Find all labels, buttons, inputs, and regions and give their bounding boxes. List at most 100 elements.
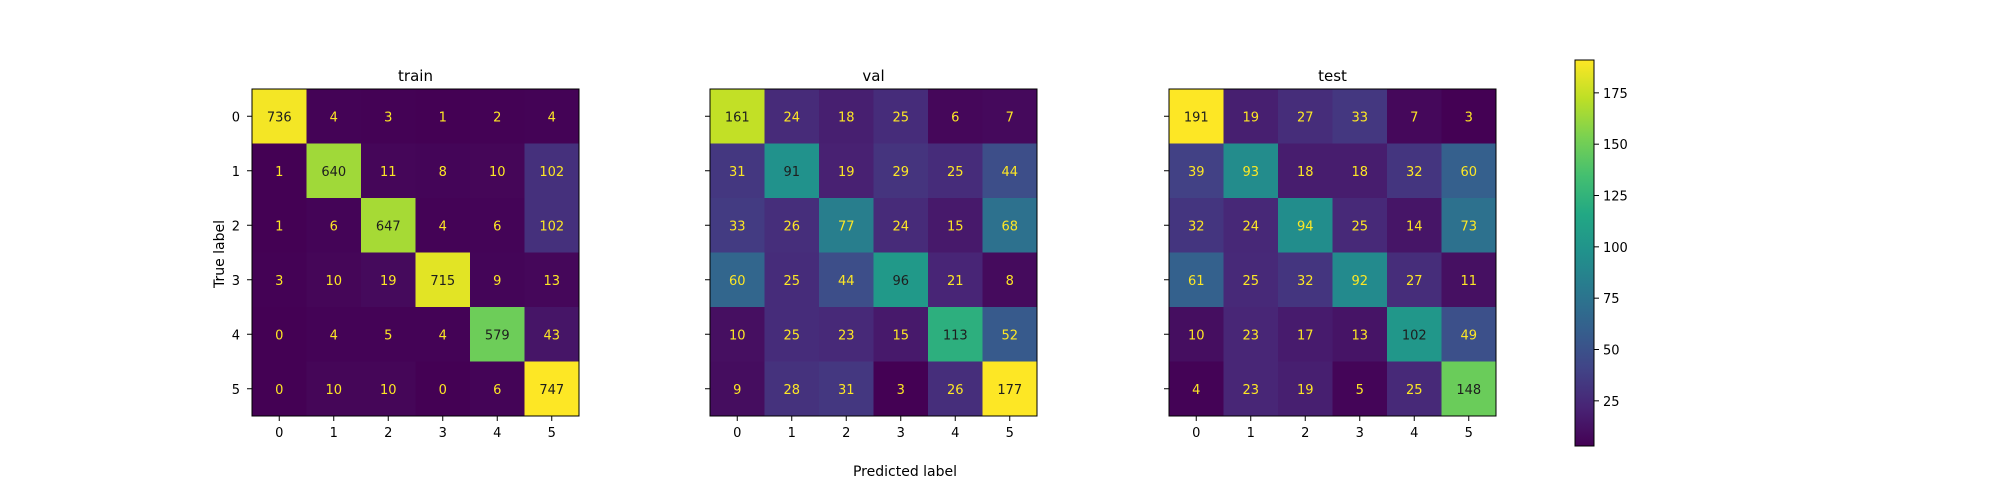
- cell-value-label: 31: [838, 383, 855, 398]
- cell-value-label: 19: [380, 274, 397, 289]
- heatmap-cell: [524, 307, 580, 362]
- heatmap-cell: [1278, 198, 1333, 253]
- heatmap-cell: [524, 252, 580, 308]
- cell-value-label: 31: [729, 165, 746, 180]
- heatmap-cell: [764, 198, 820, 253]
- matrix-frame: [251, 88, 580, 417]
- cell-value-label: 102: [1402, 328, 1427, 343]
- heatmap-cell: [1441, 252, 1497, 308]
- cell-value-label: 15: [947, 219, 964, 234]
- heatmap-cell: [415, 143, 471, 199]
- heatmap-cell: [470, 198, 525, 253]
- heatmap-cell: [928, 143, 983, 199]
- cell-value-label: 6: [493, 219, 501, 234]
- heatmap-cell: [252, 143, 307, 199]
- colorbar-frame: [1574, 59, 1595, 447]
- heatmap-cell: [1223, 307, 1279, 362]
- heatmap-cell: [1387, 198, 1442, 253]
- cell-value-label: 4: [439, 328, 447, 343]
- x-tick-label: 0: [1192, 426, 1200, 441]
- heatmap-cell: [470, 143, 525, 199]
- heatmap-cell: [873, 307, 929, 362]
- cell-value-label: 4: [330, 328, 338, 343]
- heatmap-cell: [1332, 252, 1388, 308]
- cell-value-label: 25: [783, 328, 800, 343]
- x-axis-label: Predicted label: [853, 464, 957, 480]
- cell-value-label: 32: [1406, 165, 1423, 180]
- cell-value-label: 91: [783, 165, 800, 180]
- heatmap-cell: [982, 143, 1038, 199]
- heatmap-cell: [819, 143, 874, 199]
- cell-value-label: 33: [729, 219, 746, 234]
- heatmap-cell: [415, 307, 471, 362]
- heatmap-cell: [873, 143, 929, 199]
- heatmap-cell: [819, 252, 874, 308]
- cell-value-label: 5: [384, 328, 392, 343]
- cell-value-label: 73: [1460, 219, 1477, 234]
- heatmap-cell: [819, 361, 874, 417]
- heatmap-cell: [764, 307, 820, 362]
- cell-value-label: 7: [1410, 110, 1418, 125]
- heatmap-cell: [361, 361, 416, 417]
- x-tick-label: 1: [330, 426, 338, 441]
- heatmap-cell: [252, 307, 307, 362]
- x-tick-label: 5: [548, 426, 556, 441]
- cell-value-label: 28: [783, 383, 800, 398]
- cell-value-label: 19: [838, 165, 855, 180]
- cell-value-label: 68: [1001, 219, 1018, 234]
- cell-value-label: 25: [783, 274, 800, 289]
- heatmap-cell: [252, 252, 307, 308]
- heatmap-cell: [928, 361, 983, 417]
- cell-value-label: 17: [1297, 328, 1314, 343]
- colorbar-tick-label: 125: [1603, 190, 1628, 205]
- cell-value-label: 23: [838, 328, 855, 343]
- cell-value-label: 25: [892, 110, 909, 125]
- heatmap-cell: [710, 143, 765, 199]
- heatmap-cell: [710, 198, 765, 253]
- cell-value-label: 27: [1406, 274, 1423, 289]
- cell-value-label: 44: [838, 274, 855, 289]
- heatmap-cell: [1387, 252, 1442, 308]
- cell-value-label: 0: [275, 328, 283, 343]
- cell-value-label: 18: [1351, 165, 1368, 180]
- cell-value-label: 10: [380, 383, 397, 398]
- x-tick-label: 1: [1247, 426, 1255, 441]
- cell-value-label: 60: [1460, 165, 1477, 180]
- cell-value-label: 13: [1351, 328, 1368, 343]
- heatmap-cell: [764, 252, 820, 308]
- x-tick-label: 2: [842, 426, 850, 441]
- x-tick-label: 0: [275, 426, 283, 441]
- heatmap-cell: [982, 307, 1038, 362]
- heatmap-cell: [1223, 198, 1279, 253]
- cell-value-label: 0: [275, 383, 283, 398]
- cell-value-label: 1: [439, 110, 447, 125]
- cell-value-label: 25: [1406, 383, 1423, 398]
- cell-value-label: 10: [325, 383, 342, 398]
- cell-value-label: 23: [1242, 383, 1259, 398]
- cell-value-label: 191: [1184, 110, 1209, 125]
- colorbar-gradient: [1575, 60, 1594, 446]
- heatmap-cell: [415, 89, 471, 144]
- cell-value-label: 26: [783, 219, 800, 234]
- y-tick-label: 1: [232, 165, 240, 180]
- y-axis-label: True label: [212, 220, 228, 289]
- cell-value-label: 579: [485, 328, 510, 343]
- cell-value-label: 640: [321, 165, 346, 180]
- heatmap-cell: [710, 361, 765, 417]
- cell-value-label: 1: [275, 219, 283, 234]
- cell-value-label: 6: [330, 219, 338, 234]
- cell-value-label: 39: [1188, 165, 1205, 180]
- cell-value-label: 2: [493, 110, 501, 125]
- cell-value-label: 6: [951, 110, 959, 125]
- heatmap-cell: [470, 361, 525, 417]
- cell-value-label: 13: [543, 274, 560, 289]
- x-tick-label: 2: [384, 426, 392, 441]
- heatmap-cell: [982, 89, 1038, 144]
- cell-value-label: 1: [275, 165, 283, 180]
- heatmap-cell: [1332, 89, 1388, 144]
- cell-value-label: 25: [1242, 274, 1259, 289]
- heatmap-cell: [1169, 307, 1224, 362]
